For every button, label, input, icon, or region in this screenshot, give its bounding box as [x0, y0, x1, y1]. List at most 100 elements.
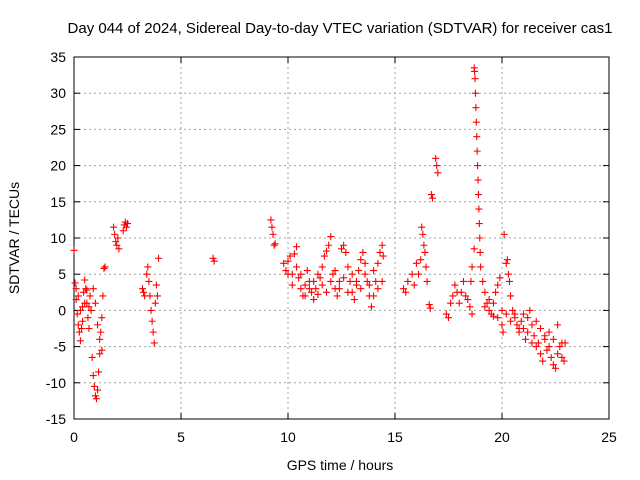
- data-point: [530, 332, 538, 340]
- data-point: [335, 277, 343, 285]
- data-point: [271, 240, 279, 248]
- data-point: [526, 306, 534, 314]
- x-tick-label: 15: [387, 429, 403, 445]
- data-point: [91, 299, 99, 307]
- data-point: [74, 292, 82, 300]
- data-point: [293, 263, 301, 271]
- data-point: [113, 241, 121, 249]
- data-point: [97, 328, 105, 336]
- data-point: [492, 288, 500, 296]
- data-point: [301, 292, 309, 300]
- data-point: [524, 328, 532, 336]
- data-point: [81, 299, 89, 307]
- data-point: [479, 277, 487, 285]
- data-point: [90, 382, 98, 390]
- chart-title: Day 044 of 2024, Sidereal Day-to-day VTE…: [68, 20, 613, 37]
- data-point: [552, 364, 559, 372]
- data-point: [342, 248, 350, 256]
- data-point: [483, 299, 491, 307]
- data-point: [472, 118, 480, 126]
- y-tick-label: -5: [54, 339, 67, 355]
- data-point: [379, 252, 387, 260]
- data-point: [355, 267, 363, 275]
- data-point: [96, 335, 104, 343]
- data-point: [419, 230, 427, 238]
- data-point: [99, 292, 107, 300]
- data-point: [363, 277, 371, 285]
- data-point: [101, 263, 109, 271]
- data-point: [94, 321, 102, 329]
- data-point: [70, 246, 78, 254]
- data-point: [476, 234, 484, 242]
- data-point: [474, 162, 482, 170]
- data-point: [82, 285, 90, 293]
- data-point: [150, 339, 158, 347]
- data-point: [329, 270, 337, 278]
- data-point: [532, 343, 540, 351]
- data-point: [481, 288, 489, 296]
- data-point: [528, 339, 536, 347]
- data-point: [293, 243, 301, 251]
- data-point: [554, 350, 562, 358]
- y-tick-label: 35: [50, 49, 66, 65]
- data-point: [79, 317, 87, 325]
- data-point: [468, 263, 476, 271]
- data-point: [81, 276, 89, 284]
- data-point: [284, 257, 292, 265]
- y-tick-label: 0: [58, 302, 66, 318]
- data-point: [112, 238, 120, 246]
- data-point: [144, 263, 152, 271]
- data-point: [509, 306, 517, 314]
- data-point: [301, 281, 309, 289]
- data-point: [333, 292, 341, 300]
- data-point: [314, 290, 322, 298]
- data-point: [470, 245, 478, 253]
- data-points: [70, 64, 569, 403]
- data-point: [327, 277, 335, 285]
- data-point: [549, 335, 557, 343]
- data-point: [340, 241, 348, 249]
- data-point: [98, 346, 106, 354]
- data-point: [92, 395, 100, 403]
- data-point: [427, 191, 435, 199]
- data-point: [466, 303, 474, 311]
- data-point: [404, 277, 412, 285]
- data-point: [474, 176, 482, 184]
- data-point: [408, 270, 416, 278]
- data-point: [415, 270, 423, 278]
- y-tick-label: 5: [58, 266, 66, 282]
- data-point: [335, 285, 343, 293]
- data-point: [297, 270, 305, 278]
- data-point: [361, 259, 369, 267]
- data-point: [115, 245, 123, 253]
- data-point: [434, 169, 442, 177]
- data-point: [402, 288, 410, 296]
- data-point: [511, 310, 519, 318]
- data-point: [485, 306, 493, 314]
- data-point: [505, 277, 513, 285]
- data-point: [110, 223, 118, 231]
- y-tick-label: -10: [46, 375, 66, 391]
- data-point: [269, 230, 277, 238]
- x-tick-label: 5: [177, 429, 185, 445]
- data-point: [451, 281, 459, 289]
- data-point: [400, 285, 408, 293]
- data-point: [513, 321, 521, 329]
- y-axis-label: SDTVAR / TECUs: [6, 182, 22, 294]
- data-point: [417, 256, 425, 264]
- data-point: [86, 292, 94, 300]
- data-point: [88, 353, 96, 361]
- data-point: [374, 285, 382, 293]
- data-point: [75, 328, 83, 336]
- data-point: [541, 332, 549, 340]
- data-point: [83, 286, 91, 294]
- data-point: [500, 230, 508, 238]
- data-point: [209, 254, 217, 262]
- data-point: [138, 285, 146, 293]
- data-point: [295, 274, 303, 282]
- data-point: [352, 277, 360, 285]
- data-point: [502, 310, 510, 318]
- data-point: [554, 321, 562, 329]
- data-point: [350, 296, 358, 304]
- data-point: [499, 328, 507, 336]
